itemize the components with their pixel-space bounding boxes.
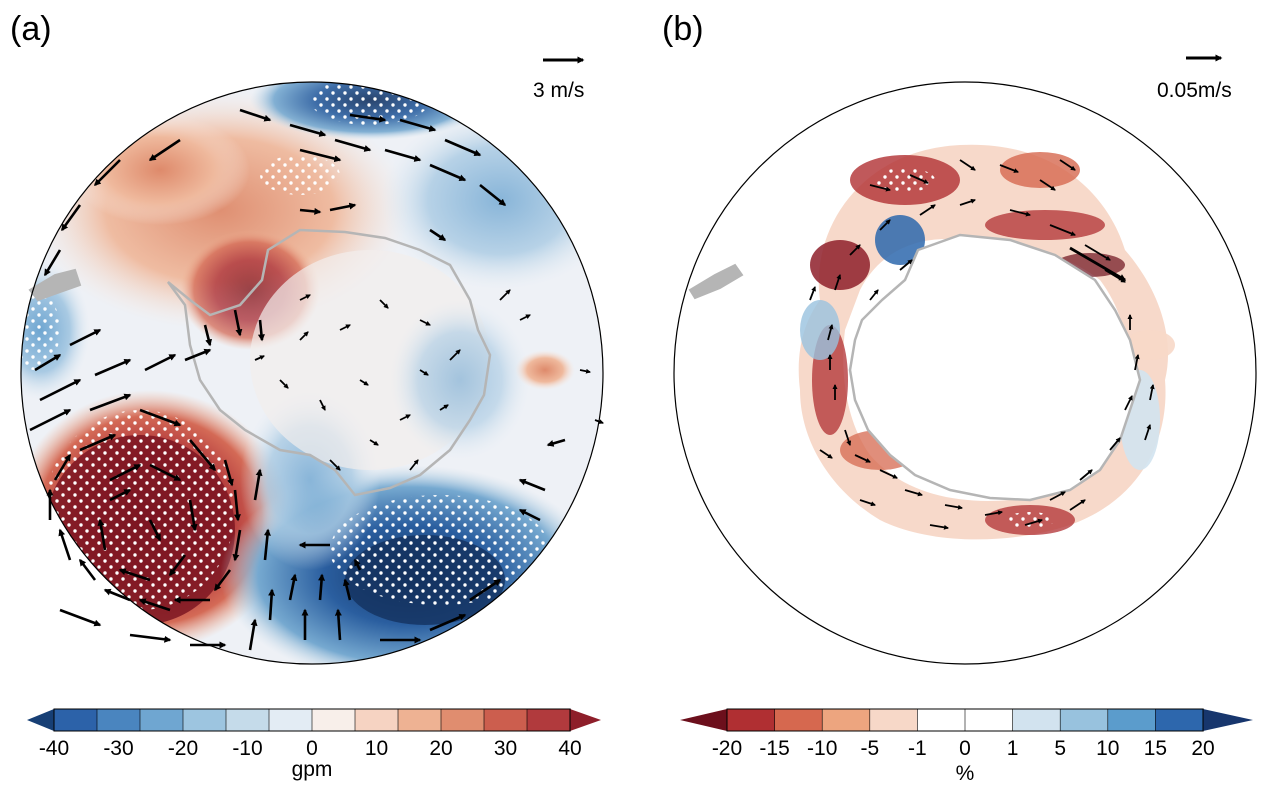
colorbar-swatch [964, 708, 1014, 732]
colorbar-tick-label: -20 [168, 737, 198, 760]
panel-b-colorbar: -20 -15 -10 -5 -1 0 1 5 10 15 20 % [680, 708, 1253, 785]
colorbar-swatch [354, 708, 399, 732]
colorbar-tick-label: -1 [908, 737, 927, 760]
colorbar-b-upper-extension [1203, 709, 1253, 731]
panel-a-label: (a) [10, 10, 52, 48]
colorbar-tick-label: 15 [1144, 737, 1167, 760]
colorbar-a-unit: gpm [292, 758, 333, 781]
colorbar-tick-label: 5 [1054, 737, 1066, 760]
colorbar-swatch [869, 708, 919, 732]
colorbar-swatch [1059, 708, 1109, 732]
panel-a-boundary [20, 81, 604, 665]
colorbar-swatch [1107, 708, 1157, 732]
colorbar-b-ticks: -20 -15 -10 -5 -1 0 1 5 10 15 20 [712, 737, 1215, 760]
colorbar-swatch [774, 708, 823, 732]
panel-a-wind-vectors [29, 108, 566, 651]
colorbar-tick-label: -5 [860, 737, 879, 760]
colorbar-swatch [1012, 708, 1061, 732]
colorbar-b-swatches [726, 708, 1204, 732]
colorbar-tick-label: 0 [306, 737, 318, 760]
colorbar-swatch [268, 708, 313, 732]
colorbar-swatch [182, 708, 227, 732]
colorbar-swatch [225, 708, 270, 732]
colorbar-tick-label: -15 [759, 737, 789, 760]
colorbar-a-ticks: -40 -30 -20 -10 0 10 20 30 40 [39, 737, 582, 760]
panel-b-reference-label: 0.05m/s [1157, 79, 1232, 102]
panel-a-colorbar: -40 -30 -20 -10 0 10 20 30 40 gpm [27, 708, 601, 781]
colorbar-tick-label: -20 [712, 737, 742, 760]
colorbar-b-lower-extension [680, 709, 727, 731]
colorbar-swatch [397, 708, 442, 732]
colorbar-swatch [917, 708, 966, 732]
colorbar-swatch [821, 708, 871, 732]
colorbar-tick-label: 0 [959, 737, 971, 760]
colorbar-swatch [1155, 708, 1204, 732]
colorbar-b-unit: % [956, 762, 975, 785]
panel-b-label: (b) [662, 10, 704, 48]
colorbar-swatch [139, 708, 184, 732]
colorbar-tick-label: 30 [494, 737, 517, 760]
panel-a-wind-vectors-small [254, 289, 604, 471]
colorbar-a-frame [53, 708, 571, 732]
colorbar-a-lower-extension [27, 709, 54, 731]
colorbar-tick-label: 10 [1096, 737, 1119, 760]
colorbar-swatch [53, 708, 98, 732]
colorbar-swatch [311, 708, 356, 732]
colorbar-tick-label: 1 [1007, 737, 1019, 760]
colorbar-swatch [726, 708, 776, 732]
colorbar-tick-label: -40 [39, 737, 69, 760]
colorbar-tick-label: 20 [1191, 737, 1214, 760]
land-fragment-b [688, 263, 744, 300]
panel-b-map [673, 81, 1257, 665]
colorbar-swatch [526, 708, 571, 732]
colorbar-swatch [440, 708, 485, 732]
colorbar-a-swatches [53, 708, 571, 732]
panel-a-reference-vector: 3 m/s [533, 56, 585, 102]
colorbar-tick-label: -10 [232, 737, 262, 760]
colorbar-swatch [96, 708, 141, 732]
colorbar-swatch [483, 708, 528, 732]
colorbar-tick-label: 40 [558, 737, 581, 760]
panel-b-strong-current [1069, 246, 1127, 282]
colorbar-tick-label: 20 [429, 737, 452, 760]
panel-a-reference-label: 3 m/s [533, 79, 584, 102]
colorbar-tick-label: 10 [365, 737, 388, 760]
colorbar-b-frame [726, 708, 1204, 732]
antarctica-coastline-b [848, 233, 1142, 502]
panel-a-map [20, 81, 604, 665]
colorbar-tick-label: -30 [103, 737, 133, 760]
colorbar-a-upper-extension [570, 709, 601, 731]
antarctica-coastline [166, 228, 492, 497]
panel-b-reference-vector: 0.05m/s [1157, 54, 1232, 102]
colorbar-tick-label: -10 [807, 737, 837, 760]
panel-b-current-vectors [809, 159, 1155, 530]
land-fragment [28, 268, 82, 302]
